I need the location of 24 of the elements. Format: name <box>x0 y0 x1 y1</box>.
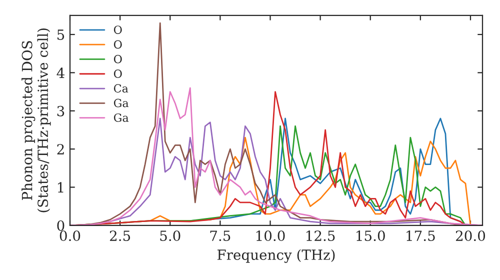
y-tick-label: 1 <box>58 182 64 192</box>
legend-label: Ca <box>114 84 128 93</box>
legend-label: Ga <box>114 113 129 122</box>
y-tick-label: 3 <box>57 106 64 116</box>
x-tick-label: 15.0 <box>356 230 385 242</box>
y-tick-label: 5 <box>57 30 64 40</box>
legend-label: O <box>114 70 122 78</box>
legend-label: O <box>114 40 122 49</box>
legend-label: O <box>114 26 122 34</box>
x-tick-label: 20.0 <box>456 230 486 242</box>
y-axis-title: Phonon projected DOS (States/THz·primitive cell) <box>22 28 51 212</box>
x-tick-label: 2.5 <box>110 230 130 242</box>
x-tick-label: 12.5 <box>306 230 335 242</box>
x-axis-title: Frequency (THz) <box>217 249 335 263</box>
x-tick-label: 0.0 <box>60 230 80 242</box>
y-tick-label: 4 <box>56 68 64 78</box>
x-tick-label: 17.5 <box>406 230 435 242</box>
x-tick-label: 5.0 <box>160 230 180 242</box>
x-tick-label: 7.5 <box>210 230 230 242</box>
x-tick-label: 10.0 <box>256 230 285 242</box>
y-tick-label: 2 <box>57 144 64 154</box>
legend-label: Ga <box>114 98 129 108</box>
legend-label: O <box>114 54 122 64</box>
y-tick-label: 0 <box>57 220 64 231</box>
